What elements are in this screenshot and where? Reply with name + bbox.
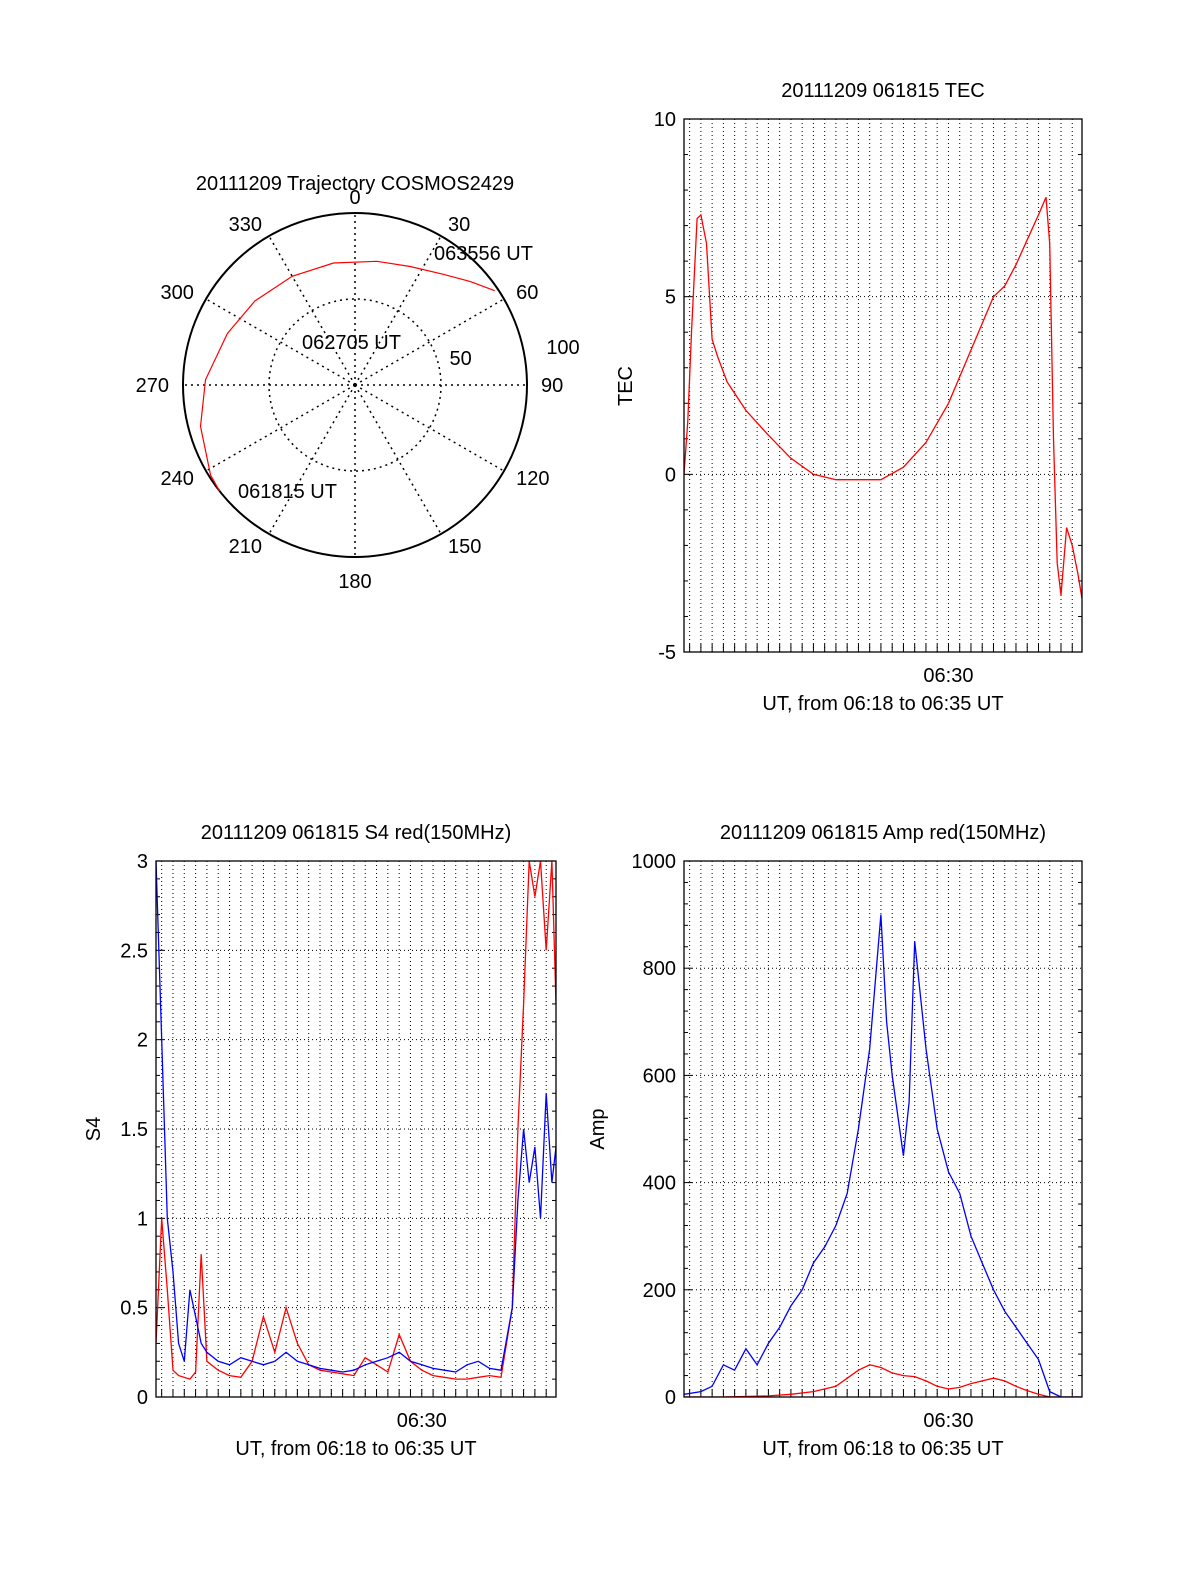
y-tick-label: 2 (137, 1030, 148, 1052)
polar-spoke (354, 235, 442, 386)
polar-time-annotation: 062705 UT (302, 332, 401, 354)
polar-angle-label: 150 (448, 536, 481, 558)
y-tick-label: 400 (643, 1173, 676, 1195)
polar-trajectory-line (199, 260, 495, 492)
y-tick-label: 10 (654, 109, 676, 131)
x-axis-label: UT, from 06:18 to 06:35 UT (762, 693, 1003, 715)
amp-chart-panel: 20111209 061815 Amp red(150MHz) 0 200 400 60… (587, 822, 1083, 1460)
grid-lines (684, 860, 1082, 1398)
polar-spoke (268, 384, 356, 535)
polar-angle-label: 60 (516, 282, 538, 304)
polar-outer-circle (182, 212, 528, 558)
y-tick-label: 800 (643, 958, 676, 980)
y-tick-label: 1.5 (120, 1119, 148, 1141)
y-tick-label: 0.5 (120, 1298, 148, 1320)
polar-angle-label: 330 (229, 214, 262, 236)
series-line-1 (156, 861, 556, 1373)
polar-title: 20111209 Trajectory COSMOS2429 (196, 173, 514, 195)
x-tick-label: 06:30 (397, 1410, 447, 1432)
polar-radial-label: 50 (450, 348, 472, 370)
polar-angle-label: 180 (338, 571, 371, 593)
series-group (684, 914, 1082, 1397)
polar-time-annotation: 061815 UT (238, 481, 337, 503)
chart-title: 20111209 061815 S4 red(150MHz) (201, 822, 512, 844)
s4-chart-panel: 20111209 061815 S4 red(150MHz) 0 0.5 1 1.5 2 2… (83, 822, 557, 1460)
y-tick-label: 3 (137, 851, 148, 873)
polar-time-annotation: 063556 UT (434, 243, 533, 265)
polar-angle-label: 240 (161, 468, 194, 490)
grid-lines (156, 860, 556, 1398)
polar-spoke (205, 298, 356, 386)
polar-angle-label: 90 (541, 375, 563, 397)
series-line-0 (684, 1364, 1082, 1397)
x-tick-label: 06:30 (923, 665, 973, 687)
x-tick-label: 06:30 (923, 1410, 973, 1432)
polar-angle-label: 300 (161, 282, 194, 304)
y-tick-label: 1 (137, 1208, 148, 1230)
series-group (684, 196, 1082, 599)
grid-lines (684, 118, 1082, 653)
y-axis-label: Amp (587, 1108, 609, 1149)
y-tick-label: 0 (665, 1387, 676, 1409)
series-line-1 (684, 914, 1082, 1397)
polar-annotations: 063556 UT 062705 UT 061815 UT (238, 243, 533, 503)
polar-series (199, 260, 495, 492)
polar-spoke (354, 298, 505, 386)
polar-spoke (205, 384, 356, 472)
polar-angle-label: 30 (448, 214, 470, 236)
series-line-0 (684, 196, 1082, 599)
polar-angle-label: 210 (229, 536, 262, 558)
chart-title: 20111209 061815 Amp red(150MHz) (720, 822, 1046, 844)
x-axis-label: UT, from 06:18 to 06:35 UT (235, 1438, 476, 1460)
plot-frame (683, 860, 1083, 1398)
plot-frame (683, 118, 1083, 653)
polar-spoke (354, 384, 442, 535)
tec-chart-panel: 20111209 061815 TEC -5 0 5 10 06:30 UT, from 0… (615, 80, 1083, 715)
x-axis-label: UT, from 06:18 to 06:35 UT (762, 1438, 1003, 1460)
y-tick-label: 1000 (632, 851, 677, 873)
polar-spoke (354, 384, 505, 472)
polar-angle-label: 0 (349, 187, 360, 209)
polar-radial-label: 100 (546, 337, 579, 359)
polar-spoke (268, 235, 356, 386)
y-tick-label: -5 (658, 642, 676, 664)
y-tick-label: 0 (665, 464, 676, 486)
polar-angle-labels: 0 30 60 90 120 150 180 210 240 270 300 330 50 100 (136, 187, 580, 593)
polar-grid (182, 212, 528, 558)
series-group (156, 861, 556, 1380)
y-tick-label: 0 (137, 1387, 148, 1409)
polar-angle-label: 120 (516, 468, 549, 490)
plot-frame (155, 860, 557, 1398)
polar-trajectory-panel: 20111209 Trajectory COSMOS2429 0 30 60 90 12… (136, 173, 580, 593)
series-line-0 (156, 861, 556, 1380)
y-tick-label: 2.5 (120, 940, 148, 962)
polar-angle-label: 270 (136, 375, 169, 397)
y-tick-label: 200 (643, 1280, 676, 1302)
y-tick-label: 5 (665, 287, 676, 309)
chart-title: 20111209 061815 TEC (781, 80, 985, 102)
y-axis-label: TEC (615, 366, 637, 406)
y-tick-label: 600 (643, 1065, 676, 1087)
y-axis-label: S4 (83, 1117, 105, 1141)
